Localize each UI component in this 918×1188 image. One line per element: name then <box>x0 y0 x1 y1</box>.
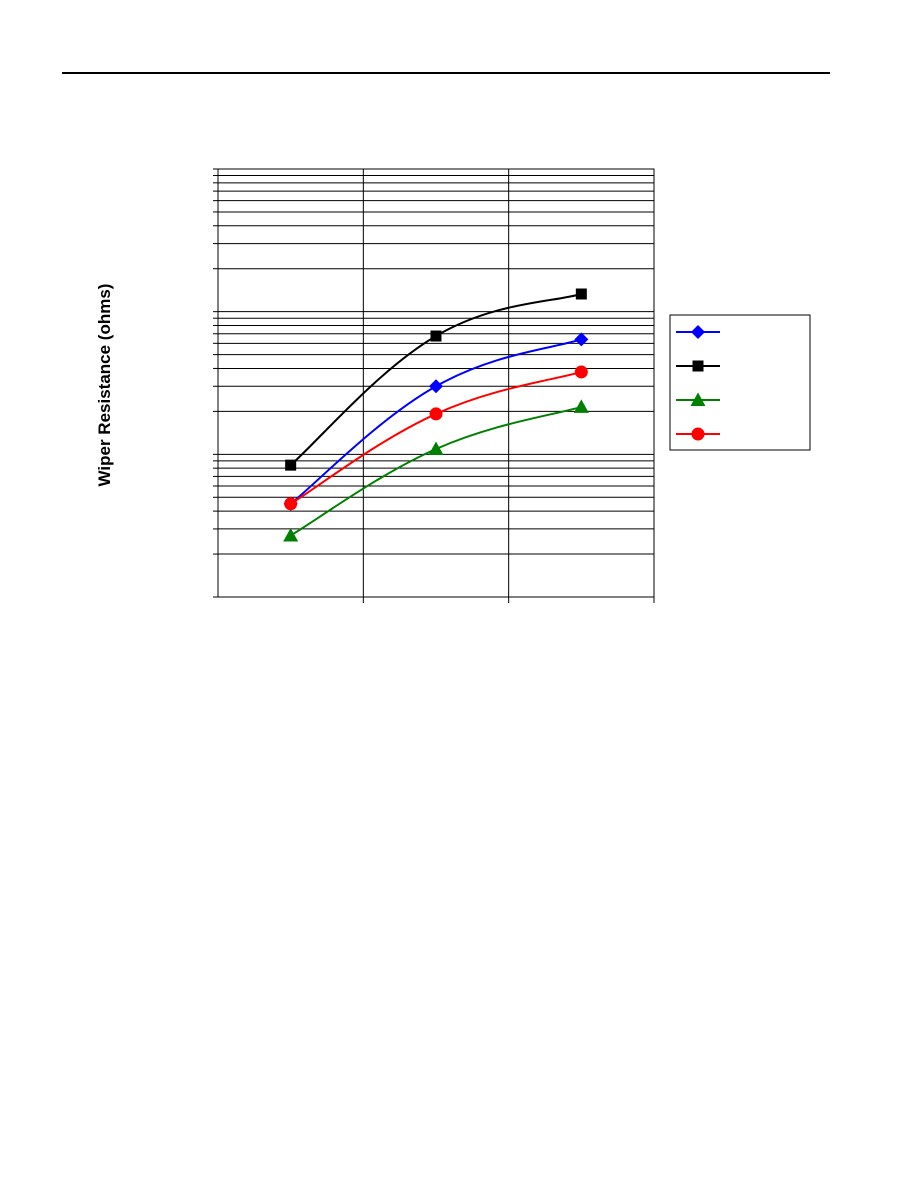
marker <box>429 407 443 421</box>
legend-marker <box>691 427 705 441</box>
legend-marker <box>692 360 704 372</box>
legend-marker <box>691 325 705 339</box>
marker <box>430 330 442 342</box>
marker <box>574 332 589 347</box>
series-line <box>290 405 582 537</box>
legend-marker <box>690 392 706 406</box>
marker <box>428 441 444 455</box>
y-axis-label: Wiper Resistance (ohms) <box>95 284 114 487</box>
marker <box>429 379 443 394</box>
marker <box>285 459 297 471</box>
marker <box>574 365 588 379</box>
marker <box>575 288 587 300</box>
marker <box>284 497 298 511</box>
legend-box <box>669 314 811 451</box>
marker <box>283 527 299 542</box>
marker <box>573 399 589 413</box>
